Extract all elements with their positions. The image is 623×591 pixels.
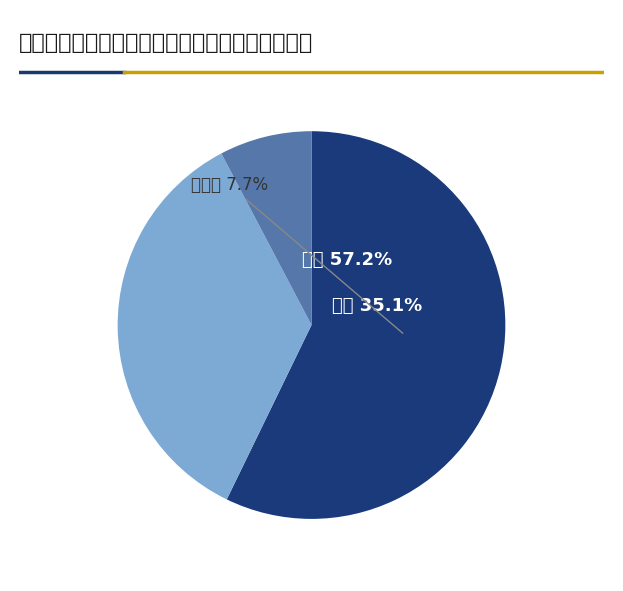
Wedge shape bbox=[221, 131, 312, 325]
Wedge shape bbox=[118, 154, 312, 499]
Text: 越谷キャンパスの就職者における分野別進路状況: 越谷キャンパスの就職者における分野別進路状況 bbox=[19, 33, 313, 53]
Wedge shape bbox=[227, 131, 505, 519]
Text: 公務員 7.7%: 公務員 7.7% bbox=[191, 177, 403, 333]
Text: 教員 35.1%: 教員 35.1% bbox=[331, 297, 422, 314]
Text: 企業 57.2%: 企業 57.2% bbox=[302, 251, 392, 269]
